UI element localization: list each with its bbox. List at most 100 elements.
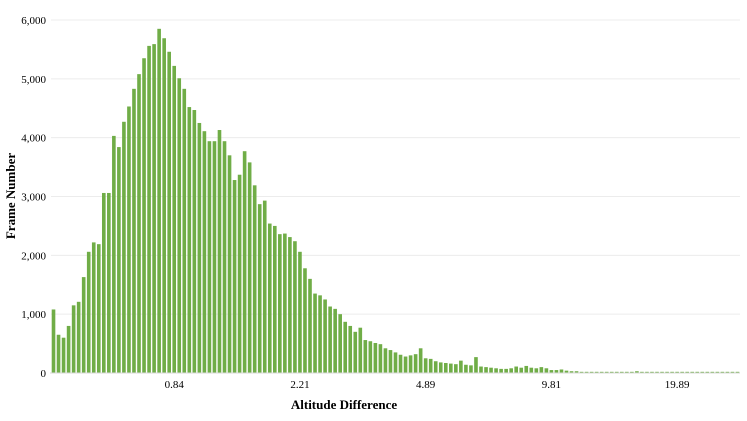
- histogram-bar: [625, 371, 629, 373]
- histogram-bar: [81, 277, 86, 373]
- histogram-bar: [252, 185, 257, 373]
- histogram-bar: [499, 368, 503, 373]
- histogram-bar: [348, 325, 353, 373]
- histogram-bar: [288, 237, 292, 373]
- histogram-bar: [373, 343, 378, 373]
- histogram-bar: [242, 151, 247, 373]
- histogram-bar: [298, 251, 302, 373]
- y-tick-label: 2,000: [21, 250, 46, 262]
- histogram-bar: [609, 371, 614, 373]
- x-tick-label: 19.89: [665, 379, 690, 391]
- histogram-bar: [112, 135, 116, 373]
- histogram-bar: [102, 192, 106, 373]
- histogram-bar: [76, 301, 81, 373]
- histogram-bar: [484, 367, 488, 373]
- histogram-bar: [423, 358, 428, 373]
- y-axis-title: Frame Number: [3, 153, 18, 240]
- histogram-bar: [700, 371, 705, 373]
- x-tick-label: 2.21: [290, 379, 309, 391]
- histogram-bar: [51, 309, 56, 373]
- histogram-bar: [147, 45, 151, 373]
- histogram-bar: [428, 358, 433, 373]
- histogram-bar: [544, 368, 549, 373]
- histogram-bar: [443, 363, 448, 373]
- histogram-bar: [142, 58, 146, 374]
- histogram-bar: [222, 141, 227, 373]
- histogram-bar: [705, 371, 710, 373]
- histogram-bar: [117, 147, 121, 373]
- histogram-bar: [408, 355, 413, 373]
- histogram-bar: [363, 340, 368, 373]
- histogram-bar: [479, 366, 483, 373]
- y-tick-label: 3,000: [21, 192, 46, 204]
- histogram-bar: [584, 371, 589, 373]
- histogram-bar: [413, 354, 418, 373]
- histogram-bar: [720, 371, 725, 373]
- histogram-bar: [353, 331, 358, 373]
- histogram-bar: [569, 371, 574, 373]
- histogram-bar: [177, 78, 182, 373]
- histogram-bar: [167, 51, 171, 374]
- histogram-bar: [383, 348, 388, 373]
- y-tick-label: 4,000: [21, 133, 46, 145]
- histogram-bar: [725, 371, 730, 373]
- histogram-bar: [127, 106, 131, 374]
- x-tick-label: 0.84: [165, 379, 185, 391]
- histogram-bar: [232, 180, 237, 373]
- histogram-bar: [137, 74, 141, 373]
- histogram-bar: [554, 370, 559, 373]
- x-axis-title: Altitude Difference: [291, 397, 397, 412]
- histogram-bar: [454, 364, 458, 373]
- y-tick-label: 5,000: [21, 74, 46, 86]
- histogram-bar: [257, 204, 262, 373]
- histogram-bar: [368, 341, 373, 373]
- histogram-bar: [192, 110, 197, 373]
- histogram-bar: [564, 370, 569, 373]
- histogram-bar: [267, 223, 272, 373]
- histogram-bar: [574, 371, 579, 373]
- histogram-bar: [614, 371, 619, 373]
- histogram-bar: [685, 371, 689, 373]
- histogram-bar: [338, 314, 342, 373]
- histogram-bar: [91, 242, 96, 373]
- histogram-bar: [283, 233, 287, 373]
- histogram-bar: [438, 362, 443, 373]
- histogram-bar: [237, 174, 242, 373]
- histogram-bar: [514, 366, 519, 373]
- histogram-bar: [293, 241, 297, 373]
- histogram-bar: [378, 344, 383, 373]
- bars: [51, 28, 740, 374]
- histogram-bar: [534, 368, 539, 373]
- histogram-bar: [56, 334, 61, 373]
- histogram-bar: [635, 371, 639, 373]
- histogram-bar: [690, 371, 695, 373]
- histogram-bar: [182, 88, 187, 373]
- histogram-bar: [494, 368, 498, 373]
- x-axis-ticks: 0.84 2.21 4.89 9.81 19.89: [165, 379, 690, 391]
- histogram-bar: [559, 369, 564, 373]
- histogram-bar: [675, 371, 679, 373]
- histogram-bar: [509, 368, 513, 373]
- histogram-bar: [418, 348, 423, 373]
- histogram-bar: [398, 354, 403, 373]
- histogram-bar: [61, 337, 66, 373]
- histogram-bar: [489, 367, 493, 373]
- histogram-bar: [464, 364, 468, 373]
- histogram-bar: [665, 371, 669, 373]
- histogram-bar: [308, 278, 312, 373]
- histogram-bar: [660, 371, 664, 373]
- histogram-bar: [579, 371, 584, 373]
- histogram-bar: [388, 350, 393, 373]
- histogram-bar: [604, 371, 609, 373]
- histogram-bar: [715, 371, 720, 373]
- histogram-bar: [162, 38, 166, 374]
- y-tick-label: 6,000: [21, 15, 46, 27]
- histogram-bar: [122, 121, 126, 373]
- histogram-bar: [620, 371, 624, 373]
- histogram-bar: [86, 251, 91, 373]
- histogram-bar: [735, 371, 740, 373]
- histogram-bar: [403, 356, 408, 373]
- histogram-bar: [227, 155, 232, 373]
- y-tick-label: 1,000: [21, 309, 46, 321]
